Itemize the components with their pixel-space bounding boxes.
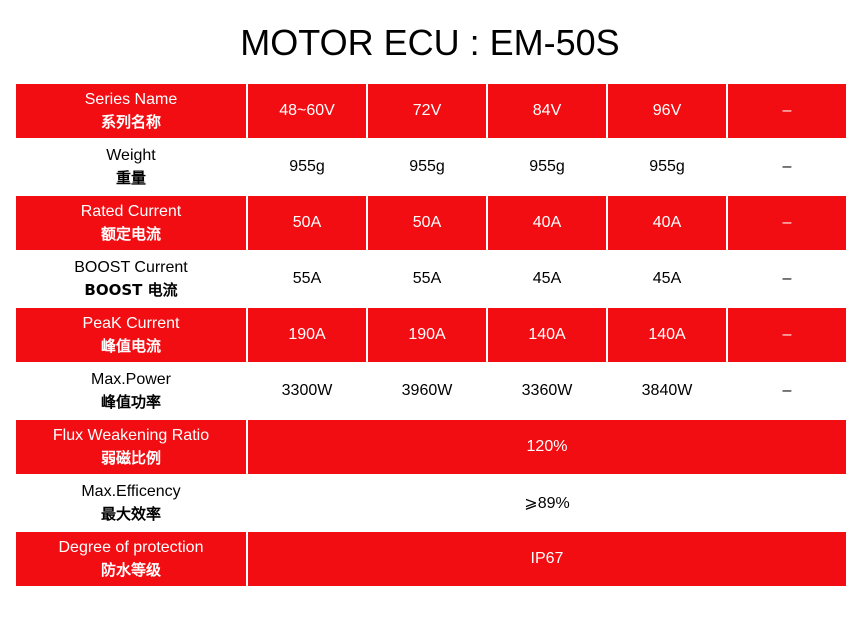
table-cell: 72V — [366, 82, 488, 140]
row-label-en: Max.Efficency — [81, 483, 181, 500]
row-label-cn: 额定电流 — [100, 225, 161, 243]
spec-row: Weight 重量 955g 955g 955g 955g – — [14, 138, 848, 196]
table-cell: – — [726, 306, 848, 364]
table-cell: 140A — [606, 306, 728, 364]
table-cell: 40A — [606, 194, 728, 252]
table-cell: 955g — [366, 138, 488, 196]
merged-value-cell: IP67 — [246, 530, 848, 588]
row-label-cn: 峰值电流 — [100, 337, 161, 355]
page-title: MOTOR ECU : EM-50S — [240, 22, 620, 63]
table-cell: – — [726, 194, 848, 252]
row-label-en: Rated Current — [80, 203, 182, 220]
row-label: Degree of protection 防水等级 — [14, 530, 248, 588]
row-label-cn: 最大效率 — [100, 505, 161, 523]
spec-row: Rated Current 额定电流 50A 50A 40A 40A – — [14, 194, 848, 252]
row-label: Flux Weakening Ratio 弱磁比例 — [14, 418, 248, 476]
merged-value-cell: 120% — [246, 418, 848, 476]
table-cell: 50A — [246, 194, 368, 252]
row-label-en: Max.Power — [90, 371, 172, 388]
spec-row: Degree of protection 防水等级 IP67 — [14, 530, 848, 588]
table-cell: 3960W — [366, 362, 488, 420]
row-label: Max.Power 峰值功率 — [14, 362, 248, 420]
table-cell: 955g — [486, 138, 608, 196]
spec-row: Max.Power 峰值功率 3300W 3960W 3360W 3840W – — [14, 362, 848, 420]
merged-value-cell: ⩾89% — [246, 474, 848, 532]
table-cell: 955g — [246, 138, 368, 196]
spec-row: Series Name 系列名称 48~60V 72V 84V 96V – — [14, 82, 848, 140]
spec-row: BOOST Current BOOST 电流 55A 55A 45A 45A – — [14, 250, 848, 308]
table-cell: 50A — [366, 194, 488, 252]
row-label-cn: 系列名称 — [100, 113, 161, 131]
spec-row: Flux Weakening Ratio 弱磁比例 120% — [14, 418, 848, 476]
row-label: Rated Current 额定电流 — [14, 194, 248, 252]
row-label: BOOST Current BOOST 电流 — [14, 250, 248, 308]
row-label: Max.Efficency 最大效率 — [14, 474, 248, 532]
row-label-en: BOOST Current — [74, 259, 188, 276]
table-cell: – — [726, 250, 848, 308]
table-cell: 84V — [486, 82, 608, 140]
table-cell: 45A — [606, 250, 728, 308]
spec-row: PeaK Current 峰值电流 190A 190A 140A 140A – — [14, 306, 848, 364]
table-cell: 190A — [246, 306, 368, 364]
row-label-cn: 弱磁比例 — [100, 449, 161, 467]
table-cell: 3300W — [246, 362, 368, 420]
row-label-cn: 防水等级 — [100, 561, 161, 579]
row-label-en: PeaK Current — [82, 315, 180, 332]
table-cell: 40A — [486, 194, 608, 252]
table-cell: 955g — [606, 138, 728, 196]
row-label-cn: BOOST 电流 — [84, 281, 178, 299]
row-label: PeaK Current 峰值电流 — [14, 306, 248, 364]
row-label: Weight 重量 — [14, 138, 248, 196]
row-label-cn: 重量 — [115, 169, 146, 187]
table-cell: 140A — [486, 306, 608, 364]
row-label-en: Series Name — [84, 91, 178, 108]
spec-table: Series Name 系列名称 48~60V 72V 84V 96V – Weight 重量 9… — [14, 82, 848, 588]
spec-row: Max.Efficency 最大效率 ⩾89% — [14, 474, 848, 532]
row-label: Series Name 系列名称 — [14, 82, 248, 140]
table-cell: – — [726, 82, 848, 140]
table-cell: – — [726, 362, 848, 420]
table-cell: – — [726, 138, 848, 196]
table-cell: 3360W — [486, 362, 608, 420]
table-cell: 190A — [366, 306, 488, 364]
table-cell: 96V — [606, 82, 728, 140]
row-label-cn: 峰值功率 — [100, 393, 161, 411]
row-label-en: Degree of protection — [58, 539, 204, 556]
row-label-en: Weight — [106, 147, 156, 164]
table-cell: 45A — [486, 250, 608, 308]
table-cell: 3840W — [606, 362, 728, 420]
table-cell: 55A — [246, 250, 368, 308]
row-label-en: Flux Weakening Ratio — [52, 427, 210, 444]
table-cell: 48~60V — [246, 82, 368, 140]
table-cell: 55A — [366, 250, 488, 308]
